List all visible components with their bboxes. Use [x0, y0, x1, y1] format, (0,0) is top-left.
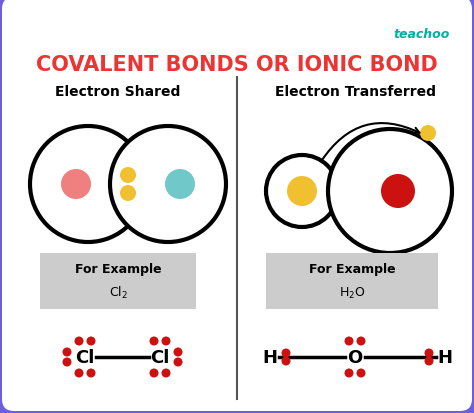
Text: teachoo: teachoo [393, 28, 450, 41]
Text: O: O [347, 348, 363, 366]
Circle shape [420, 126, 436, 142]
Text: For Example: For Example [75, 263, 161, 276]
Circle shape [63, 358, 72, 367]
Circle shape [356, 369, 365, 377]
Circle shape [173, 348, 182, 357]
Circle shape [173, 358, 182, 367]
Circle shape [30, 127, 146, 242]
Circle shape [162, 337, 171, 346]
Circle shape [120, 168, 136, 183]
Text: H: H [263, 348, 277, 366]
Text: COVALENT BONDS OR IONIC BOND: COVALENT BONDS OR IONIC BOND [36, 55, 438, 75]
Circle shape [282, 357, 291, 366]
Circle shape [86, 369, 95, 377]
Circle shape [63, 348, 72, 357]
Circle shape [345, 369, 354, 377]
Circle shape [282, 349, 291, 358]
Text: Electron Shared: Electron Shared [55, 85, 181, 99]
Circle shape [266, 156, 338, 228]
FancyBboxPatch shape [266, 254, 438, 309]
Text: Cl: Cl [150, 348, 170, 366]
Text: For Example: For Example [309, 263, 395, 276]
FancyBboxPatch shape [40, 254, 196, 309]
Circle shape [74, 337, 83, 346]
Circle shape [381, 175, 415, 209]
Circle shape [287, 177, 317, 206]
Circle shape [425, 357, 434, 366]
Text: Cl: Cl [75, 348, 95, 366]
Circle shape [149, 369, 158, 377]
Circle shape [120, 185, 136, 202]
Circle shape [61, 170, 91, 199]
Circle shape [110, 127, 226, 242]
Circle shape [328, 130, 452, 254]
Circle shape [356, 337, 365, 346]
Circle shape [74, 369, 83, 377]
Circle shape [149, 337, 158, 346]
Text: Cl$_2$: Cl$_2$ [109, 284, 128, 300]
Text: Electron Transferred: Electron Transferred [275, 85, 437, 99]
Text: H: H [438, 348, 453, 366]
Circle shape [425, 349, 434, 358]
Circle shape [86, 337, 95, 346]
Text: H$_2$O: H$_2$O [339, 285, 365, 300]
Circle shape [162, 369, 171, 377]
Circle shape [345, 337, 354, 346]
Circle shape [165, 170, 195, 199]
